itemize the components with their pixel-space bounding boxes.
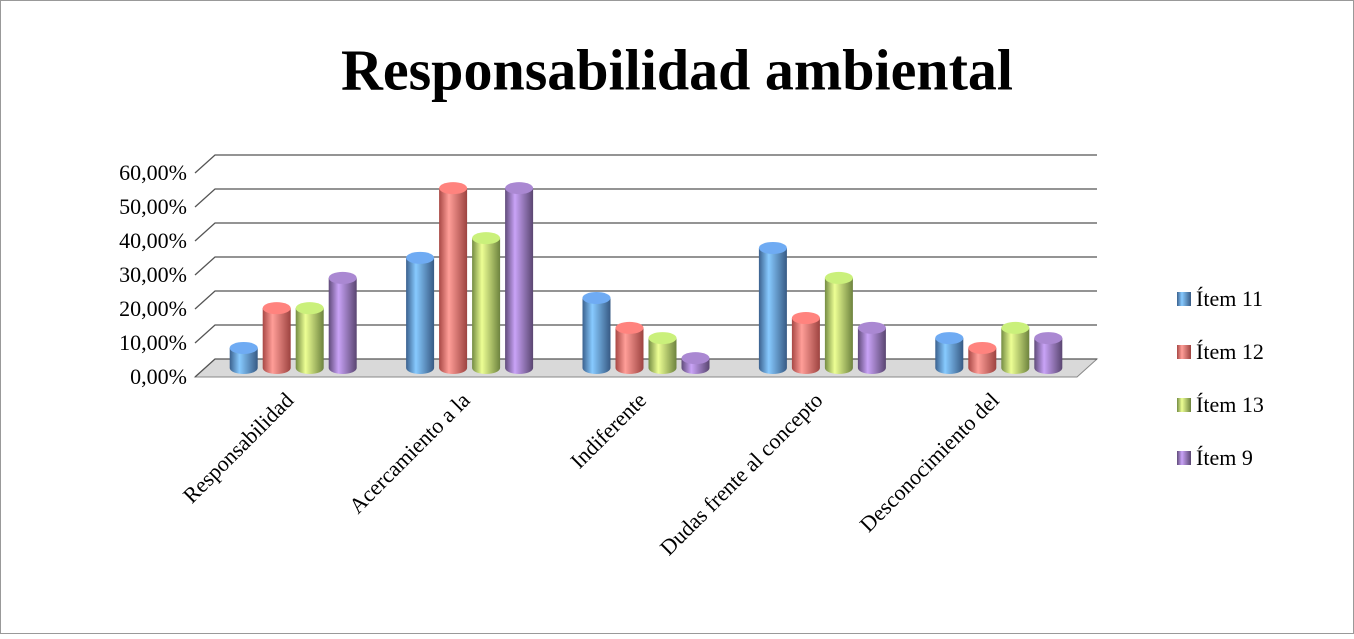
legend-label: Ítem 9 [1196,445,1253,470]
y-tick-label: 40,00% [119,228,187,253]
legend-swatch [1177,398,1191,412]
grid-line [194,188,1097,208]
legend-label: Ítem 13 [1196,392,1264,417]
legend-swatch [1177,292,1191,306]
bar [262,302,291,374]
bar [648,332,677,374]
bar [406,251,435,374]
bar [505,182,534,374]
y-tick-label: 50,00% [119,194,187,219]
bar [472,232,501,374]
legend-label: Ítem 11 [1196,286,1263,311]
bar [1001,321,1030,375]
bar [328,271,357,374]
y-tick-label: 30,00% [119,262,187,287]
bar [295,302,324,374]
y-tick-label: 10,00% [119,330,187,355]
bar [615,321,644,374]
bar [758,241,787,374]
legend-swatch [1177,345,1191,359]
bar [968,341,997,374]
bar [582,291,611,374]
bar [791,312,820,374]
legend-swatch [1177,451,1191,465]
y-tick-label: 60,00% [119,160,187,185]
bar [439,182,468,374]
bar [824,271,853,374]
y-tick-label: 20,00% [119,296,187,321]
bar [681,352,710,374]
bar [857,321,886,374]
grid-line [194,290,1097,310]
grid-line [194,154,1097,174]
bar [229,341,258,374]
grid-line [194,256,1097,276]
grid-line [194,222,1097,242]
bar [1034,332,1063,374]
legend-label: Ítem 12 [1196,339,1264,364]
y-tick-label: 0,00% [130,364,187,389]
chart-title: Responsabilidad ambiental [341,37,1013,102]
bar [935,332,964,374]
